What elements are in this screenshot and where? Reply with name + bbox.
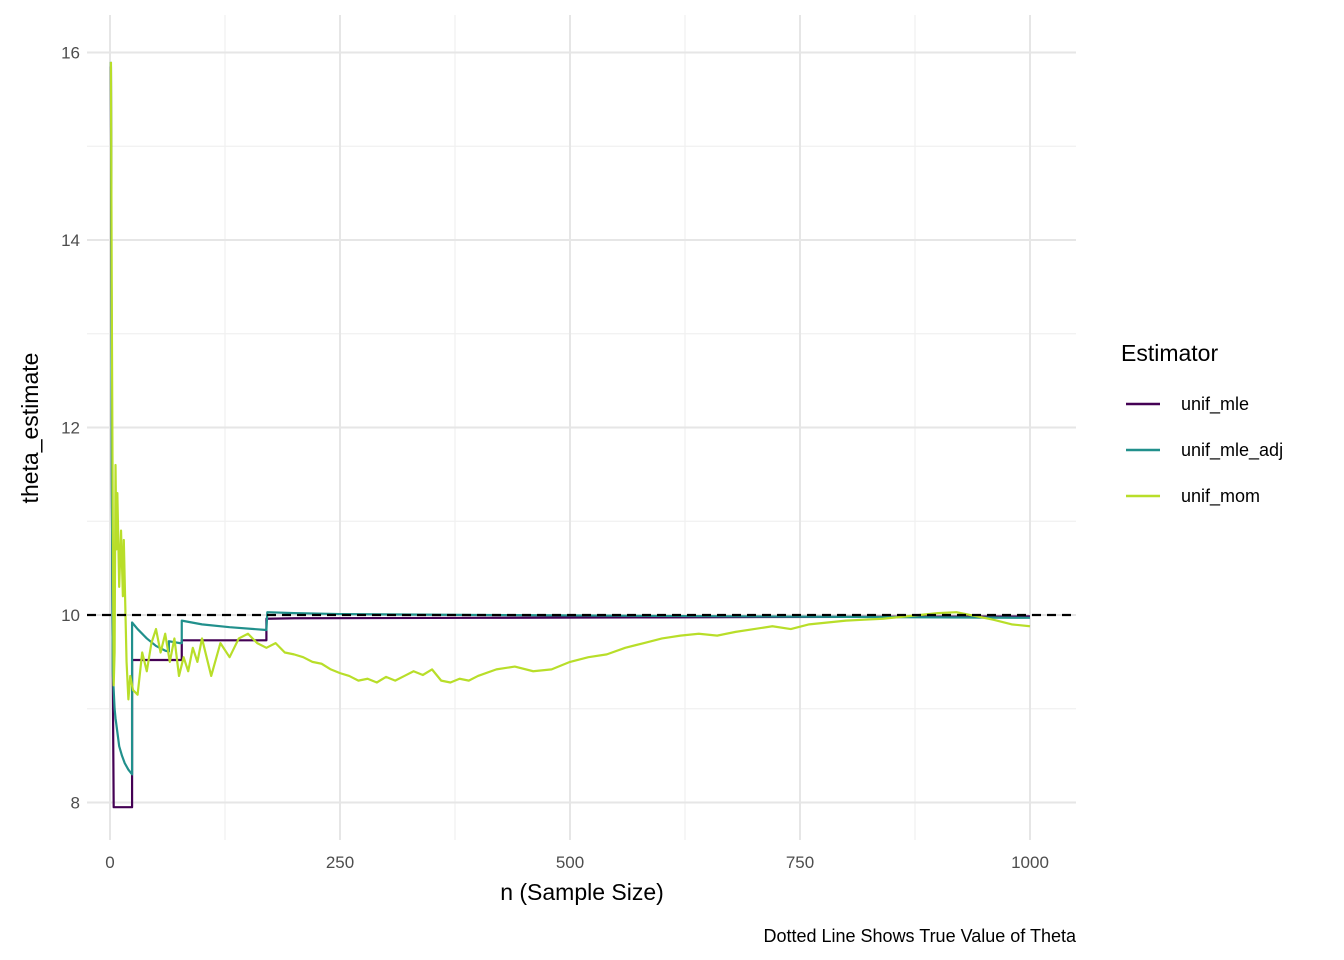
legend-items: unif_mle unif_mle_adj unif_mom	[1126, 394, 1283, 507]
caption: Dotted Line Shows True Value of Theta	[763, 926, 1077, 946]
y-axis-ticks: 8 10 12 14 16	[61, 44, 80, 813]
x-tick-label: 500	[556, 853, 584, 872]
legend-label-unif-mle: unif_mle	[1181, 394, 1249, 415]
grid-major	[87, 15, 1076, 840]
legend-label-unif-mom: unif_mom	[1181, 486, 1260, 507]
legend: Estimator unif_mle unif_mle_adj unif_mom	[1121, 340, 1283, 507]
y-tick-label: 10	[61, 606, 80, 625]
x-tick-label: 0	[105, 853, 114, 872]
series-line-unif-mle-adj	[109, 61, 1031, 776]
y-tick-label: 12	[61, 419, 80, 438]
legend-title: Estimator	[1121, 340, 1218, 366]
y-tick-label: 16	[61, 44, 80, 63]
series-group	[109, 61, 1031, 809]
series-line-unif-mle	[109, 66, 1031, 809]
series-line-unif-mom	[109, 61, 1031, 701]
x-tick-label: 750	[786, 853, 814, 872]
x-axis-title: n (Sample Size)	[500, 879, 664, 905]
x-axis-ticks: 0 250 500 750 1000	[105, 853, 1049, 872]
y-tick-label: 14	[61, 231, 80, 250]
x-tick-label: 1000	[1011, 853, 1049, 872]
x-tick-label: 250	[326, 853, 354, 872]
y-tick-label: 8	[71, 794, 80, 813]
y-axis-title: theta_estimate	[17, 353, 43, 504]
legend-label-unif-mle-adj: unif_mle_adj	[1181, 440, 1283, 461]
grid-minor	[87, 15, 1076, 840]
